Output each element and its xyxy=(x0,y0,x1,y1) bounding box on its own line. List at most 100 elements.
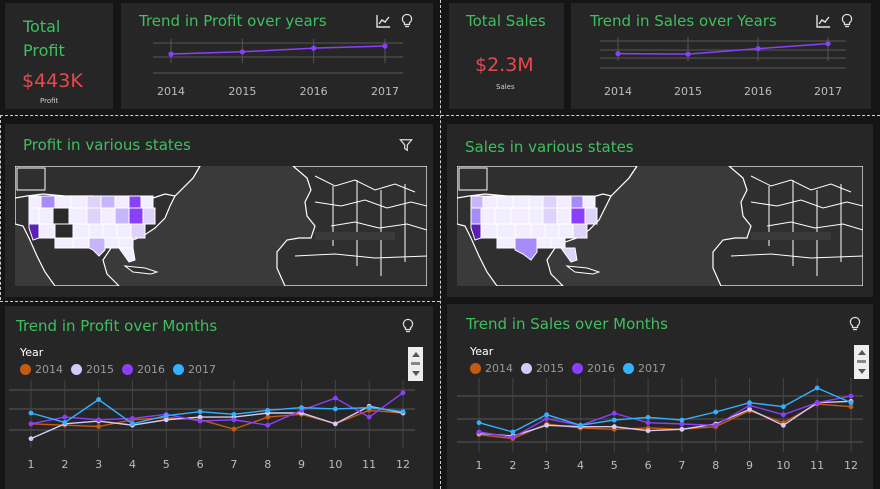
series-line-2017 xyxy=(30,398,404,425)
profit-months-tile[interactable]: Trend in Profit over Months Year 2014 201… xyxy=(5,306,433,489)
profit-states-tile[interactable]: Profit in various states xyxy=(5,124,433,297)
sales-months-tile[interactable]: Trend in Sales over Months Year 2014 2015… xyxy=(447,304,873,489)
data-point xyxy=(62,414,68,420)
x-tick-label: 3 xyxy=(543,459,550,472)
data-point xyxy=(510,434,516,440)
scroll-down-arrow-icon[interactable] xyxy=(412,371,420,376)
scroll-up-arrow-icon[interactable] xyxy=(412,352,420,357)
atlantic-ocean xyxy=(205,166,275,286)
tile-title: Profit in various states xyxy=(23,136,191,154)
caribbean-islands xyxy=(123,265,159,275)
data-point xyxy=(544,412,550,418)
legend-item[interactable]: 2017 xyxy=(623,362,666,375)
data-point xyxy=(476,429,482,435)
line-chart-icon[interactable] xyxy=(815,13,831,29)
series-line-2016 xyxy=(30,392,404,426)
legend-scroll-control[interactable] xyxy=(854,345,869,379)
profit-map[interactable] xyxy=(15,166,427,286)
data-point xyxy=(476,420,482,426)
tile-title: Trend in Profit over years xyxy=(139,12,327,30)
data-point xyxy=(239,49,245,55)
data-point xyxy=(299,405,304,410)
data-point xyxy=(197,409,203,415)
data-point xyxy=(28,436,34,442)
kpi-title-line2: Profit xyxy=(23,41,65,60)
legend-item[interactable]: 2015 xyxy=(521,362,564,375)
x-tick-label: 9 xyxy=(746,459,753,472)
europe-africa-landmass xyxy=(276,166,427,286)
data-point xyxy=(96,424,102,429)
vertical-divider-left xyxy=(0,115,1,300)
tile-title: Trend in Profit over Months xyxy=(16,317,218,335)
filter-icon[interactable] xyxy=(399,138,413,152)
kpi-subtitle: Profit xyxy=(40,97,59,105)
legend-label: 2017 xyxy=(638,362,666,375)
mediterranean-sea xyxy=(315,232,395,240)
data-point xyxy=(679,417,685,423)
kpi-subtitle: Sales xyxy=(496,83,515,91)
x-tick-label: 2016 xyxy=(744,85,772,98)
sales-years-chart: 2014 2015 2016 2017 xyxy=(600,37,846,98)
sales-map[interactable] xyxy=(457,166,863,286)
x-tick-label: 2015 xyxy=(674,85,702,98)
legend-item[interactable]: 2014 xyxy=(20,363,63,376)
scroll-up-arrow-icon[interactable] xyxy=(858,350,866,355)
legend-item[interactable]: 2016 xyxy=(122,363,165,376)
data-point xyxy=(163,417,169,423)
legend-scroll-control[interactable] xyxy=(408,347,423,381)
us-states-sales xyxy=(470,195,598,263)
lightbulb-icon[interactable] xyxy=(400,318,416,334)
legend-item[interactable]: 2017 xyxy=(173,363,216,376)
legend-swatch-icon xyxy=(20,364,31,375)
legend-label: 2016 xyxy=(137,363,165,376)
data-point xyxy=(62,420,68,425)
tile-title: Trend in Sales over Months xyxy=(466,315,669,333)
data-point xyxy=(615,51,621,57)
sales-states-tile[interactable]: Sales in various states xyxy=(447,124,873,297)
line-chart-icon[interactable] xyxy=(375,13,391,29)
data-point xyxy=(544,416,550,422)
legend-item[interactable]: 2015 xyxy=(71,363,114,376)
data-point xyxy=(825,41,831,47)
data-point xyxy=(848,393,854,399)
x-tick-label: 9 xyxy=(298,458,305,471)
sales-months-chart: 1 2 3 4 5 6 7 8 9 10 11 12 xyxy=(457,378,863,472)
data-point xyxy=(130,416,135,421)
data-point xyxy=(685,51,691,57)
x-tick-label: 10 xyxy=(328,458,342,471)
x-tick-label: 2014 xyxy=(157,85,185,98)
horizontal-divider xyxy=(0,301,440,302)
data-point xyxy=(400,390,406,396)
data-point xyxy=(611,410,617,416)
legend-label: 2015 xyxy=(536,362,564,375)
mediterranean-sea xyxy=(751,232,831,240)
data-point xyxy=(544,422,550,428)
scroll-thumb[interactable] xyxy=(411,362,420,365)
profit-years-tile[interactable]: Trend in Profit over years 2014 2015 2016 2… xyxy=(121,3,433,109)
total-sales-kpi[interactable]: Total Sales $2.3M Sales xyxy=(449,3,564,109)
data-point xyxy=(366,405,372,410)
x-tick-label: 4 xyxy=(577,459,584,472)
scroll-down-arrow-icon[interactable] xyxy=(858,369,866,374)
series-line xyxy=(170,45,386,55)
x-tick-label: 12 xyxy=(396,458,410,471)
total-profit-kpi[interactable]: Total Profit $443K Profit xyxy=(5,3,113,109)
lightbulb-icon[interactable] xyxy=(399,13,415,29)
lightbulb-icon[interactable] xyxy=(839,13,855,29)
data-point xyxy=(510,429,516,435)
data-point xyxy=(311,45,317,51)
profit-months-chart: 1 2 3 4 5 6 7 8 9 10 11 12 xyxy=(9,380,415,471)
data-point xyxy=(130,421,135,427)
scroll-thumb[interactable] xyxy=(857,360,866,363)
x-tick-label: 1 xyxy=(28,458,35,471)
legend-swatch-icon xyxy=(71,364,82,375)
legend-swatch-icon xyxy=(173,364,184,375)
legend-item[interactable]: 2016 xyxy=(572,362,615,375)
data-point xyxy=(197,418,203,424)
lightbulb-icon[interactable] xyxy=(847,316,863,332)
x-tick-label: 2017 xyxy=(814,85,842,98)
x-tick-label: 10 xyxy=(776,459,790,472)
legend-item[interactable]: 2014 xyxy=(470,362,513,375)
europe-africa-landmass xyxy=(712,166,863,286)
sales-years-tile[interactable]: Trend in Sales over Years 2014 2015 2016 20… xyxy=(571,3,871,109)
